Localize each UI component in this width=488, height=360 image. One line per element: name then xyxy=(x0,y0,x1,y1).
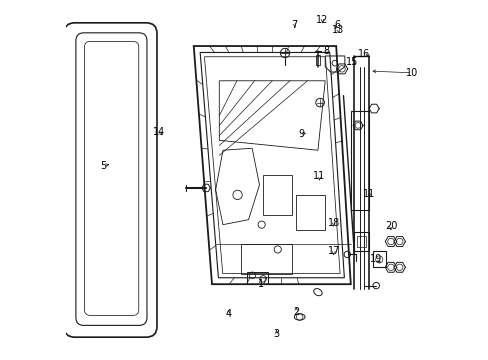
Text: 3: 3 xyxy=(273,329,279,339)
Text: 17: 17 xyxy=(327,247,339,256)
Text: 18: 18 xyxy=(327,218,339,228)
Text: 2: 2 xyxy=(293,307,299,317)
Text: 16: 16 xyxy=(357,49,369,59)
Text: 5: 5 xyxy=(100,161,106,171)
Text: 10: 10 xyxy=(406,68,418,78)
Text: 9: 9 xyxy=(298,129,304,139)
Text: 15: 15 xyxy=(345,57,357,67)
Text: 4: 4 xyxy=(225,309,231,319)
Text: 12: 12 xyxy=(316,15,328,25)
Text: 13: 13 xyxy=(331,25,344,35)
Text: 19: 19 xyxy=(369,253,381,264)
Text: 11: 11 xyxy=(363,189,375,199)
Text: 6: 6 xyxy=(334,19,340,30)
Text: 7: 7 xyxy=(291,19,297,30)
Text: 1: 1 xyxy=(257,279,263,289)
Text: 20: 20 xyxy=(384,221,396,231)
Text: 14: 14 xyxy=(152,127,164,137)
Text: 8: 8 xyxy=(323,46,329,57)
Text: 11: 11 xyxy=(313,171,325,181)
